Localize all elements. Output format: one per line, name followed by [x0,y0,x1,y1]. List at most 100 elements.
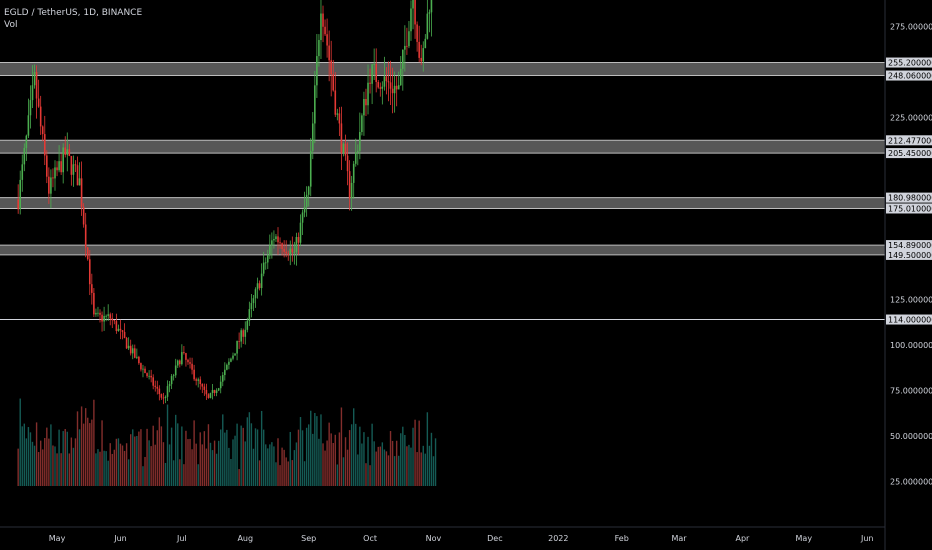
candle-body [58,161,60,171]
candle-body [158,388,161,395]
candle-body [328,45,330,61]
volume-bar [209,442,212,486]
volume-bar [242,427,244,486]
candle-body [334,90,337,115]
candle-body [123,331,126,338]
candle-body [363,98,365,116]
candle-body [115,321,118,332]
price-tag[interactable] [886,57,932,68]
time-axis[interactable]: May Jun Jul Aug Sep Oct Nov Dec 2022 Feb Mar Apr May… [49,534,874,543]
volume-bar [64,429,66,486]
volume-bar [17,448,19,486]
volume-bar [140,429,142,486]
price-tag[interactable] [886,203,932,214]
volume-bar [213,440,216,486]
price-tag[interactable] [886,135,932,146]
volume-bar [350,424,353,486]
candle-body [215,390,218,393]
candle-body [113,320,116,322]
volume-bar [346,449,349,486]
price-axis[interactable]: 475.00000000425.00000000400.00000000375.… [886,0,932,487]
volume-bar [291,460,294,486]
candle-body [273,239,275,241]
candle-body [162,397,165,399]
candle-body [307,186,310,195]
candle-body [246,320,249,330]
time-tick-label: Dec [487,534,502,543]
price-tag[interactable] [886,240,932,251]
horizontal-line-layer [0,319,885,321]
candle-body [152,377,155,386]
candle-body [242,330,245,337]
candle-body [21,164,24,180]
price-tag[interactable] [886,249,932,260]
volume-bar [297,429,300,486]
candle-body [285,251,287,254]
volume-bar [119,443,122,486]
candle-body [287,253,290,255]
price-tag[interactable] [886,148,932,159]
volume-bar [175,414,177,486]
volume-bar [365,463,367,486]
volume-bar [172,460,175,486]
candle-body [408,31,410,47]
candle-body [424,38,427,49]
volume-bar [181,426,183,486]
time-tick-label: Nov [426,534,442,543]
volume-bar [353,408,355,486]
price-tag[interactable] [886,314,932,325]
price-tag[interactable] [886,70,932,81]
candle-body [301,212,304,223]
candle-body [303,206,306,213]
volume-bar [252,448,255,486]
candle-body [185,353,187,360]
candle-body [23,147,26,165]
price-tag[interactable] [886,192,932,203]
volume-bar [267,448,269,486]
volume-bar [322,443,324,486]
support-resistance-zone[interactable] [0,197,885,209]
candle-body [314,85,316,124]
candle-body [82,206,85,225]
candle-body [422,48,425,62]
candle-body [269,245,271,256]
candle-body [209,393,212,398]
volume-indicator-label[interactable]: Vol [4,20,18,30]
price-tick-label: 125.00000000 [890,296,932,305]
candle-body [406,45,408,47]
candle-body [66,149,69,155]
volume-bar [179,459,181,486]
support-resistance-zone[interactable] [0,245,885,255]
candle-body [129,345,132,354]
price-tick-label: 25.00000000 [890,478,932,487]
volume-bar [97,449,99,486]
time-tick-label: Sep [301,534,316,543]
candle-body [154,385,157,387]
volume-bar [230,458,232,486]
volume-bar [355,423,357,486]
volume-bar [117,438,120,486]
candle-body [199,379,202,384]
volume-bar [127,459,130,486]
volume-bar [363,432,365,486]
candle-body [142,368,144,370]
volume-bar [189,438,191,486]
support-resistance-zone[interactable] [0,62,885,76]
support-resistance-zone[interactable] [0,140,885,154]
volume-bar [50,424,52,486]
candle-body [131,348,134,354]
volume-bar [89,423,91,486]
volume-bar [42,449,44,486]
candle-body [91,284,93,293]
candle-body [389,82,392,89]
volume-bar [391,440,394,486]
volume-bar [185,430,187,486]
candle-body [404,45,406,50]
volume-bar [389,431,392,486]
symbol-title[interactable]: EGLD / TetherUS, 1D, BINANCE [4,8,143,18]
volume-bar [109,443,111,486]
time-tick-label: 2022 [548,534,568,543]
candle-body [103,316,105,322]
volume-bar [314,412,316,486]
